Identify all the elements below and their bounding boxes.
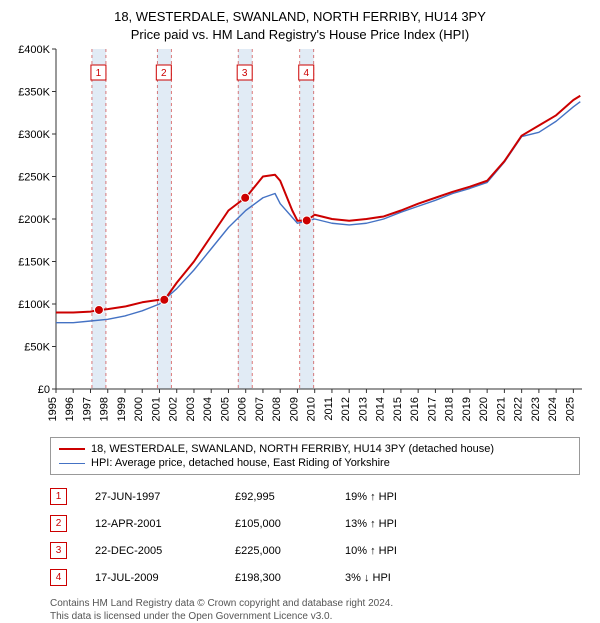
sale-row: 1 27-JUN-1997£92,99519% ↑ HPI [50, 483, 580, 510]
svg-text:1: 1 [96, 68, 102, 79]
sale-date: 12-APR-2001 [95, 518, 235, 530]
chart-container: 18, WESTERDALE, SWANLAND, NORTH FERRIBY,… [0, 0, 600, 620]
sale-diff: 3% ↓ HPI [345, 572, 445, 584]
svg-text:2022: 2022 [513, 397, 525, 421]
title-line-2: Price paid vs. HM Land Registry's House … [0, 26, 600, 44]
sale-row: 4 17-JUL-2009£198,3003% ↓ HPI [50, 564, 580, 591]
svg-text:2024: 2024 [547, 397, 559, 421]
svg-text:4: 4 [303, 68, 309, 79]
legend-row-hpi: HPI: Average price, detached house, East… [59, 456, 571, 470]
legend: 18, WESTERDALE, SWANLAND, NORTH FERRIBY,… [50, 437, 580, 475]
sale-price: £225,000 [235, 545, 345, 557]
svg-text:1996: 1996 [64, 397, 76, 421]
legend-swatch-property [59, 448, 85, 450]
svg-text:2006: 2006 [237, 397, 249, 421]
svg-text:2012: 2012 [340, 397, 352, 421]
svg-text:2007: 2007 [254, 397, 266, 421]
legend-label-hpi: HPI: Average price, detached house, East… [91, 457, 390, 469]
svg-text:2002: 2002 [168, 397, 180, 421]
svg-text:2025: 2025 [564, 397, 576, 421]
sale-price: £105,000 [235, 518, 345, 530]
sale-date: 17-JUL-2009 [95, 572, 235, 584]
sale-marker: 3 [50, 542, 67, 559]
svg-text:2000: 2000 [133, 397, 145, 421]
svg-text:3: 3 [242, 68, 248, 79]
svg-text:2016: 2016 [409, 397, 421, 421]
svg-text:2018: 2018 [444, 397, 456, 421]
sale-diff: 13% ↑ HPI [345, 518, 445, 530]
svg-text:2020: 2020 [478, 397, 490, 421]
svg-text:£350K: £350K [18, 87, 50, 99]
svg-text:2013: 2013 [357, 397, 369, 421]
title-line-1: 18, WESTERDALE, SWANLAND, NORTH FERRIBY,… [0, 8, 600, 26]
svg-text:1997: 1997 [81, 397, 93, 421]
sale-row: 3 22-DEC-2005£225,00010% ↑ HPI [50, 537, 580, 564]
svg-text:2009: 2009 [288, 397, 300, 421]
svg-text:2019: 2019 [461, 397, 473, 421]
svg-text:2005: 2005 [219, 397, 231, 421]
legend-label-property: 18, WESTERDALE, SWANLAND, NORTH FERRIBY,… [91, 443, 494, 455]
sale-price: £92,995 [235, 491, 345, 503]
svg-text:2015: 2015 [392, 397, 404, 421]
svg-text:£0: £0 [38, 384, 50, 396]
chart-title: 18, WESTERDALE, SWANLAND, NORTH FERRIBY,… [0, 0, 600, 43]
svg-text:2008: 2008 [271, 397, 283, 421]
svg-text:£150K: £150K [18, 257, 50, 269]
svg-text:2001: 2001 [150, 397, 162, 421]
svg-text:£50K: £50K [24, 342, 50, 354]
chart-svg: £0 £50K £100K £150K £200K £250K £300K £350K £400… [10, 43, 590, 431]
svg-text:£250K: £250K [18, 172, 50, 184]
svg-text:2: 2 [161, 68, 167, 79]
sale-diff: 19% ↑ HPI [345, 491, 445, 503]
sale-marker: 2 [50, 515, 67, 532]
svg-text:£200K: £200K [18, 214, 50, 226]
footer-line-1: Contains HM Land Registry data © Crown c… [50, 597, 580, 610]
footer: Contains HM Land Registry data © Crown c… [50, 597, 580, 623]
svg-text:2014: 2014 [375, 397, 387, 421]
svg-text:2004: 2004 [202, 397, 214, 421]
svg-text:£400K: £400K [18, 44, 50, 56]
sale-marker: 1 [50, 488, 67, 505]
svg-text:£300K: £300K [18, 129, 50, 141]
svg-text:2023: 2023 [530, 397, 542, 421]
sale-date: 27-JUN-1997 [95, 491, 235, 503]
svg-text:2011: 2011 [323, 397, 335, 421]
legend-row-property: 18, WESTERDALE, SWANLAND, NORTH FERRIBY,… [59, 442, 571, 456]
svg-text:2010: 2010 [306, 397, 318, 421]
svg-text:1999: 1999 [116, 397, 128, 421]
sale-diff: 10% ↑ HPI [345, 545, 445, 557]
sale-date: 22-DEC-2005 [95, 545, 235, 557]
svg-text:2021: 2021 [495, 397, 507, 421]
svg-text:1995: 1995 [47, 397, 59, 421]
svg-text:1998: 1998 [99, 397, 111, 421]
legend-swatch-hpi [59, 463, 85, 464]
footer-line-2: This data is licensed under the Open Gov… [50, 610, 580, 623]
sale-price: £198,300 [235, 572, 345, 584]
line-chart: £0 £50K £100K £150K £200K £250K £300K £350K £400… [10, 43, 590, 431]
sale-row: 2 12-APR-2001£105,00013% ↑ HPI [50, 510, 580, 537]
sales-table: 1 27-JUN-1997£92,99519% ↑ HPI 2 12-APR-2001… [50, 483, 580, 591]
svg-text:2003: 2003 [185, 397, 197, 421]
svg-text:£100K: £100K [18, 299, 50, 311]
svg-text:2017: 2017 [426, 397, 438, 421]
sale-marker: 4 [50, 569, 67, 586]
